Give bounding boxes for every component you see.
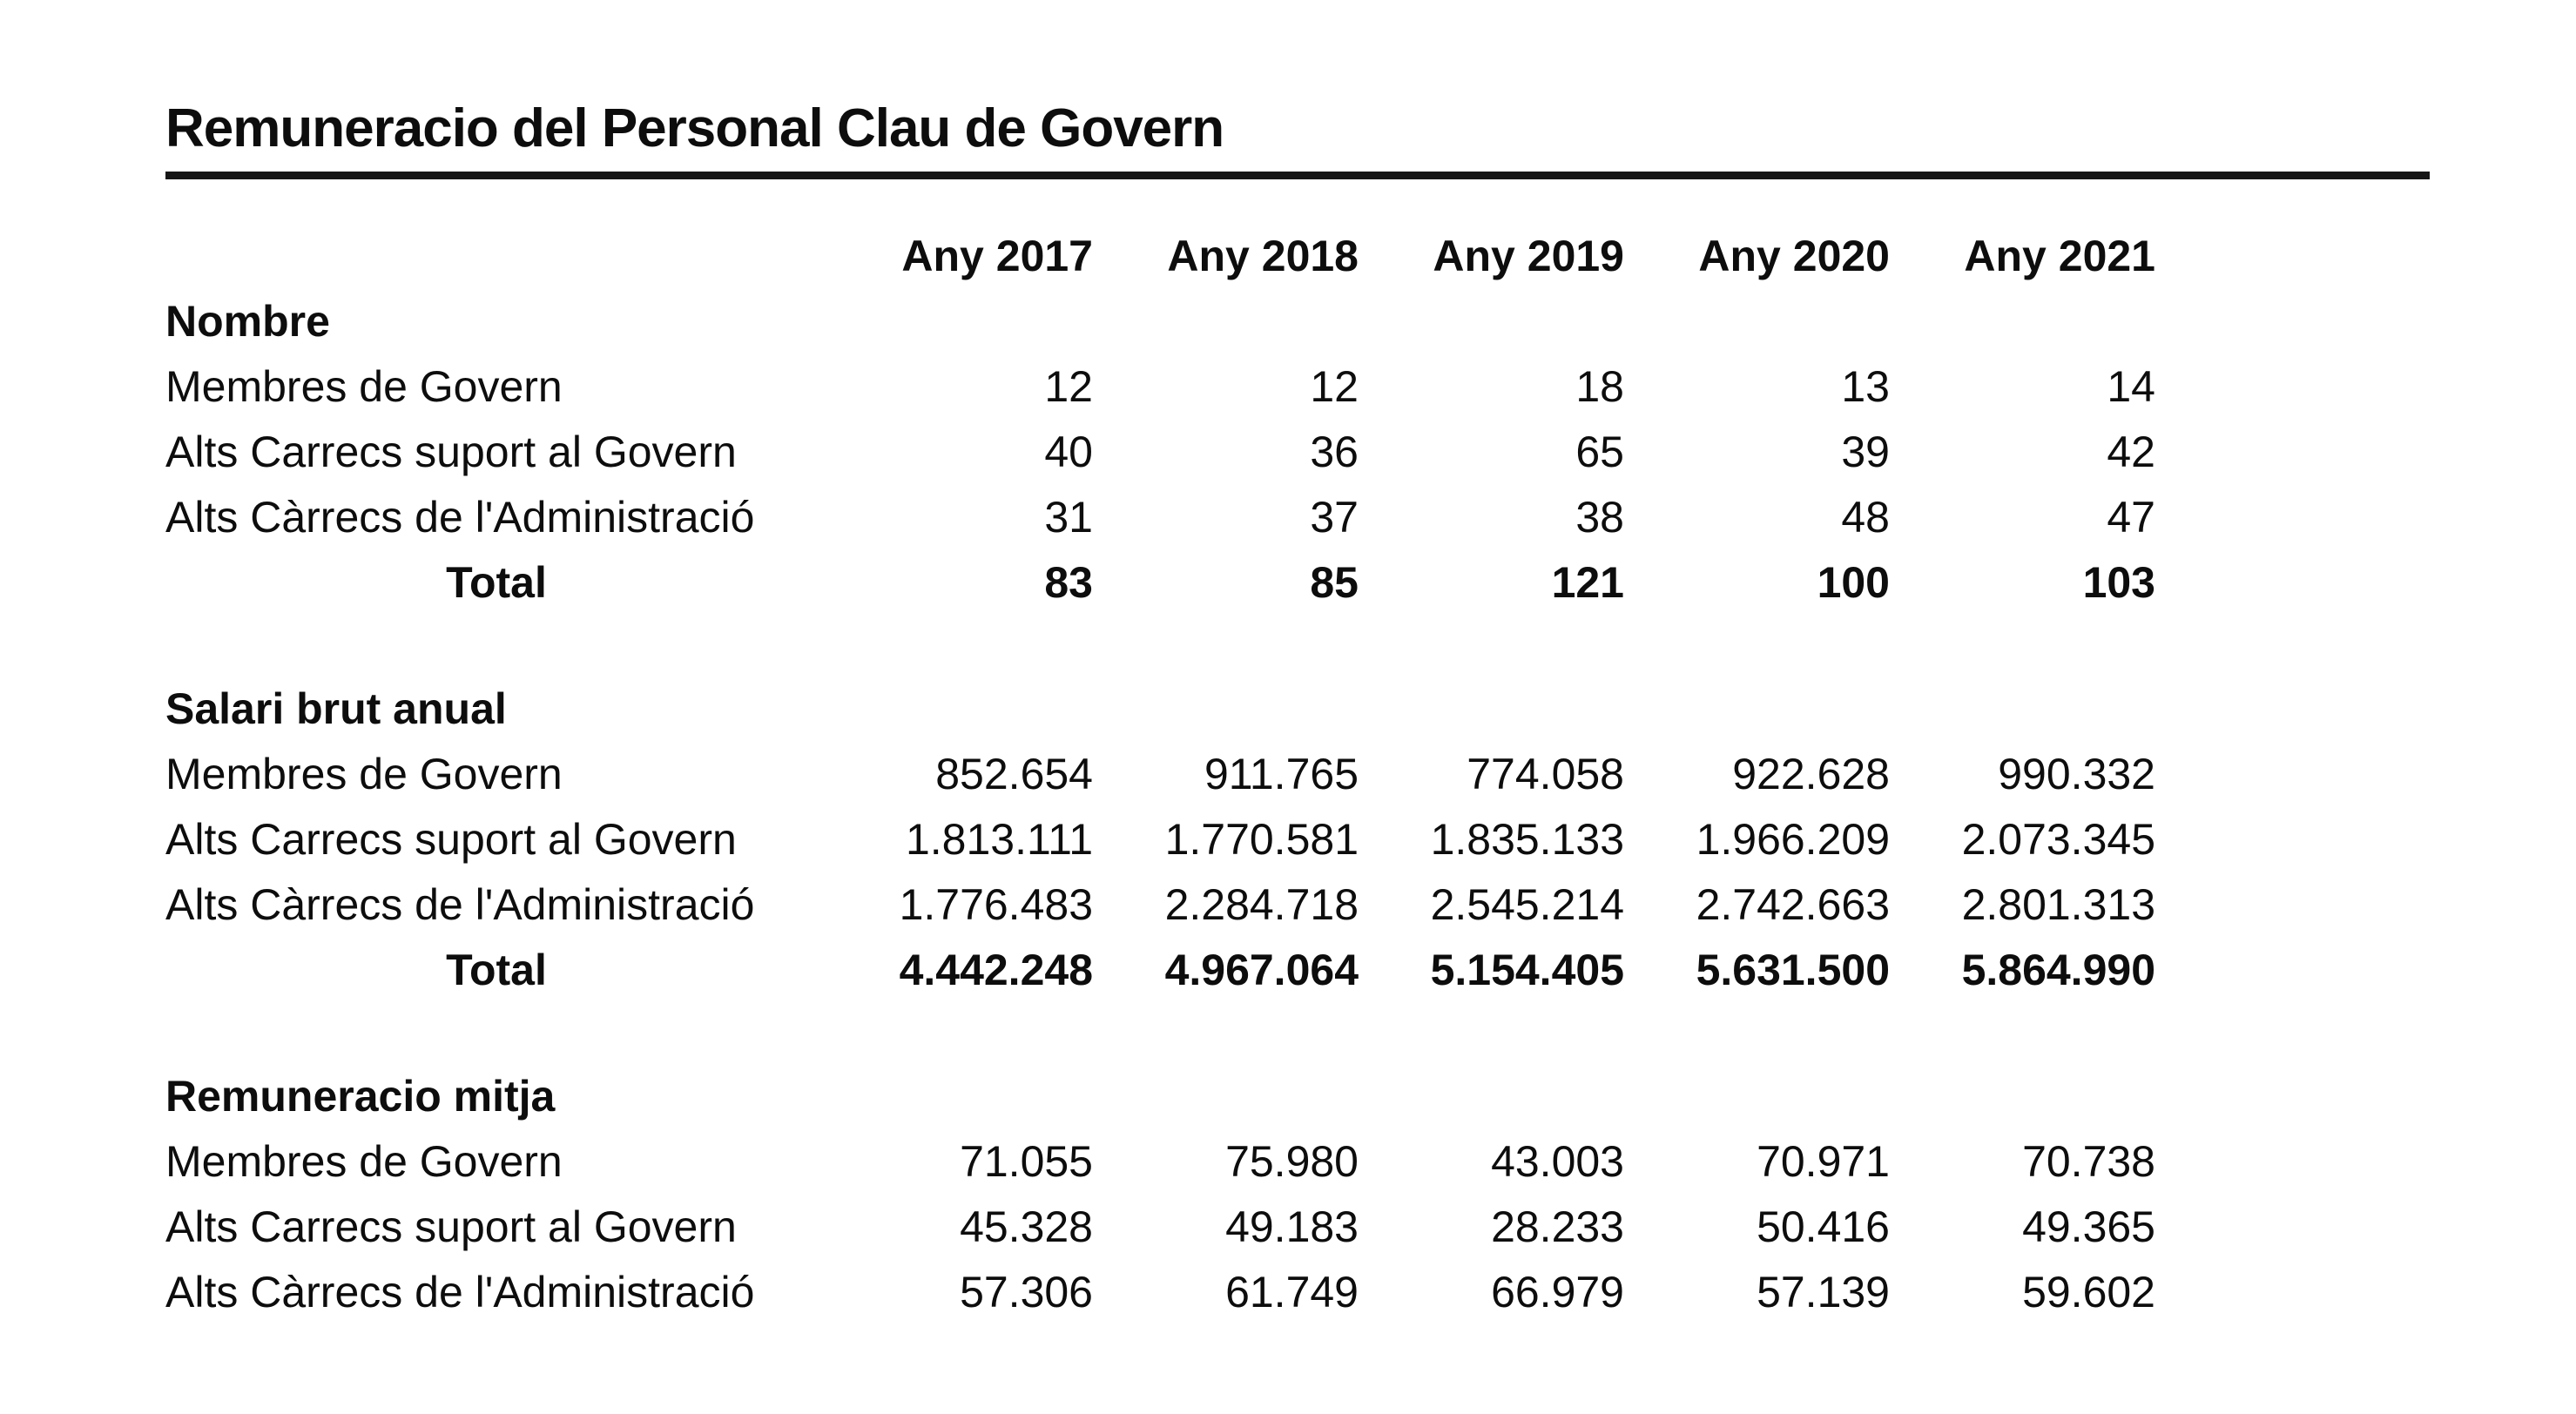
year-header-2020: Any 2020 (1698, 231, 1890, 280)
value-cell: 50.416 (1757, 1202, 1890, 1251)
section-spacer (165, 1002, 2155, 1063)
year-header-2018: Any 2018 (1167, 231, 1359, 280)
section-title: Salari brut anual (165, 683, 507, 733)
value-cell: 103 (2082, 557, 2155, 607)
row-label: Alts Càrrecs de l'Administració (165, 1267, 755, 1316)
section-title: Remuneracio mitja (165, 1071, 556, 1121)
value-cell: 2.284.718 (1164, 879, 1359, 929)
row-label: Membres de Govern (165, 1136, 563, 1186)
value-cell: 18 (1575, 361, 1624, 411)
value-cell: 1.835.133 (1430, 814, 1624, 864)
value-cell: 31 (1044, 492, 1093, 542)
value-cell: 1.776.483 (899, 879, 1093, 929)
section-header-row: Salari brut anual (165, 676, 2155, 741)
table-body: Nombre Membres de Govern 12 12 18 13 14 Alts Ca… (165, 288, 2155, 1324)
year-header-row: Any 2017 Any 2018 Any 2019 Any 2020 Any … (165, 223, 2155, 288)
table-row: Alts Càrrecs de l'Administració 1.776.483… (165, 872, 2155, 937)
value-cell: 5.154.405 (1430, 945, 1624, 994)
row-label: Total (446, 557, 547, 607)
value-cell: 4.967.064 (1164, 945, 1359, 994)
table-row: Alts Càrrecs de l'Administració 31 37 38 48 4… (165, 484, 2155, 549)
value-cell: 37 (1310, 492, 1359, 542)
value-cell: 14 (2107, 361, 2155, 411)
table-row: Alts Carrecs suport al Govern 45.328 49.18… (165, 1194, 2155, 1259)
table-row: Alts Carrecs suport al Govern 40 36 65 39 42 (165, 419, 2155, 484)
value-cell: 61.749 (1225, 1267, 1359, 1316)
section-header-row: Remuneracio mitja (165, 1063, 2155, 1128)
value-cell: 42 (2107, 427, 2155, 476)
value-cell: 65 (1575, 427, 1624, 476)
value-cell: 12 (1044, 361, 1093, 411)
value-cell: 852.654 (935, 749, 1093, 798)
table-row: Membres de Govern 71.055 75.980 43.003 70.97… (165, 1128, 2155, 1194)
value-cell: 1.966.209 (1696, 814, 1890, 864)
value-cell: 2.545.214 (1430, 879, 1624, 929)
total-row: Total 4.442.248 4.967.064 5.154.405 5.631.50… (165, 937, 2155, 1002)
value-cell: 911.765 (1204, 749, 1359, 798)
row-label: Alts Carrecs suport al Govern (165, 427, 737, 476)
value-cell: 13 (1841, 361, 1890, 411)
value-cell: 922.628 (1732, 749, 1890, 798)
value-cell: 2.801.313 (1961, 879, 2155, 929)
spacer-cell (165, 615, 2155, 676)
value-cell: 43.003 (1491, 1136, 1624, 1186)
section-title: Nombre (165, 296, 330, 346)
value-cell: 45.328 (960, 1202, 1093, 1251)
value-cell: 71.055 (960, 1136, 1093, 1186)
value-cell: 5.864.990 (1961, 945, 2155, 994)
label-column-header (165, 223, 827, 288)
value-cell: 2.742.663 (1696, 879, 1890, 929)
value-cell: 59.602 (2022, 1267, 2155, 1316)
value-cell: 83 (1044, 557, 1093, 607)
table-row: Alts Càrrecs de l'Administració 57.306 61.… (165, 1259, 2155, 1324)
row-label: Alts Càrrecs de l'Administració (165, 492, 755, 542)
value-cell: 38 (1575, 492, 1624, 542)
value-cell: 85 (1310, 557, 1359, 607)
row-label: Total (446, 945, 547, 994)
value-cell: 57.139 (1757, 1267, 1890, 1316)
value-cell: 36 (1310, 427, 1359, 476)
value-cell: 49.183 (1225, 1202, 1359, 1251)
value-cell: 4.442.248 (899, 945, 1093, 994)
year-header-2019: Any 2019 (1433, 231, 1624, 280)
value-cell: 12 (1310, 361, 1359, 411)
table-row: Alts Carrecs suport al Govern 1.813.111 1.… (165, 806, 2155, 872)
value-cell: 40 (1044, 427, 1093, 476)
section-header-row: Nombre (165, 288, 2155, 354)
row-label: Alts Carrecs suport al Govern (165, 1202, 737, 1251)
table-row: Membres de Govern 852.654 911.765 774.058 92… (165, 741, 2155, 806)
report-page: Remuneracio del Personal Clau de Govern … (165, 98, 2430, 1324)
row-label: Membres de Govern (165, 361, 563, 411)
value-cell: 47 (2107, 492, 2155, 542)
table-row: Membres de Govern 12 12 18 13 14 (165, 354, 2155, 419)
total-row: Total 83 85 121 100 103 (165, 549, 2155, 615)
value-cell: 2.073.345 (1961, 814, 2155, 864)
row-label: Alts Càrrecs de l'Administració (165, 879, 755, 929)
value-cell: 70.971 (1757, 1136, 1890, 1186)
spacer-cell (165, 1002, 2155, 1063)
remuneration-table: Any 2017 Any 2018 Any 2019 Any 2020 Any … (165, 223, 2155, 1324)
year-header-2021: Any 2021 (1964, 231, 2155, 280)
value-cell: 1.770.581 (1164, 814, 1359, 864)
value-cell: 121 (1551, 557, 1624, 607)
value-cell: 49.365 (2022, 1202, 2155, 1251)
page-title: Remuneracio del Personal Clau de Govern (165, 98, 2430, 179)
value-cell: 66.979 (1491, 1267, 1624, 1316)
value-cell: 1.813.111 (905, 814, 1093, 864)
value-cell: 75.980 (1225, 1136, 1359, 1186)
section-spacer (165, 615, 2155, 676)
value-cell: 39 (1841, 427, 1890, 476)
year-header-2017: Any 2017 (901, 231, 1093, 280)
value-cell: 100 (1817, 557, 1890, 607)
value-cell: 5.631.500 (1696, 945, 1890, 994)
value-cell: 48 (1841, 492, 1890, 542)
value-cell: 70.738 (2022, 1136, 2155, 1186)
value-cell: 990.332 (1998, 749, 2155, 798)
row-label: Membres de Govern (165, 749, 563, 798)
value-cell: 774.058 (1467, 749, 1624, 798)
value-cell: 57.306 (960, 1267, 1093, 1316)
value-cell: 28.233 (1491, 1202, 1624, 1251)
row-label: Alts Carrecs suport al Govern (165, 814, 737, 864)
